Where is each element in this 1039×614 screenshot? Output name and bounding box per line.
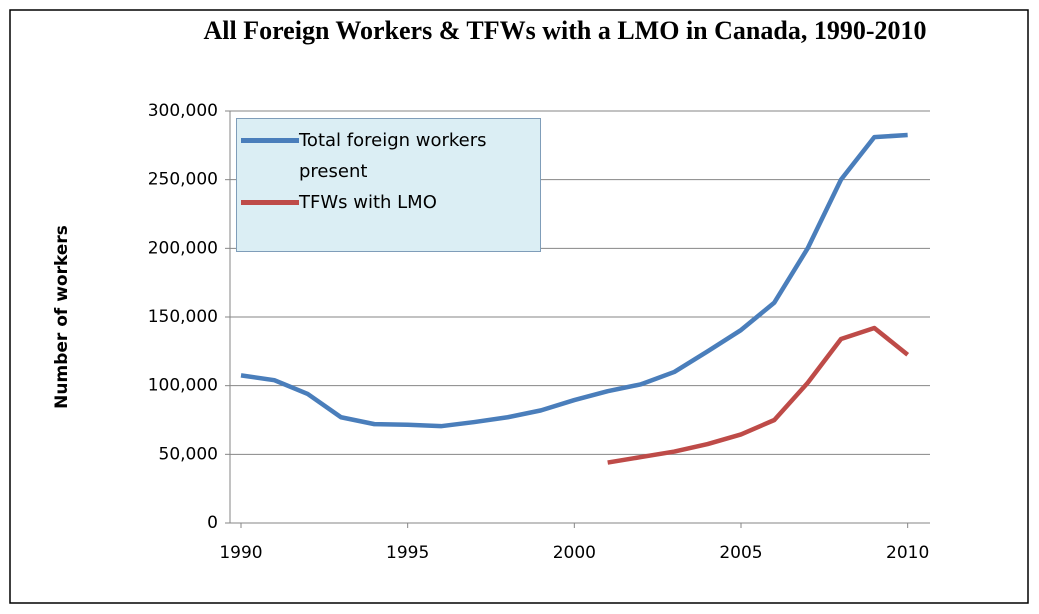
y-tick-label: 200,000 xyxy=(148,238,218,258)
series-line xyxy=(240,132,908,429)
y-tick-label: 50,000 xyxy=(159,444,218,464)
y-tick-label: 300,000 xyxy=(148,101,218,121)
legend: Total foreign workers present TFWs with L… xyxy=(236,118,541,252)
x-tick-label: 2000 xyxy=(553,543,596,563)
legend-label: TFWs with LMO xyxy=(299,192,437,213)
legend-entry: TFWs with LMO xyxy=(241,187,536,218)
chart-title: All Foreign Workers & TFWs with a LMO in… xyxy=(203,16,927,45)
y-axis-label: Number of workers xyxy=(52,225,72,409)
chart-border xyxy=(9,9,1029,604)
y-tick-label: 100,000 xyxy=(148,376,218,396)
legend-swatch xyxy=(241,200,299,205)
y-tick-label: 250,000 xyxy=(148,170,218,190)
y-tick-label: 0 xyxy=(207,513,218,533)
series-line xyxy=(607,325,910,465)
x-tick-label: 1990 xyxy=(219,543,262,563)
legend-label: Total foreign workers present xyxy=(299,130,487,182)
x-tick-label: 2005 xyxy=(719,543,762,563)
legend-entry: Total foreign workers present xyxy=(241,125,536,187)
x-tick-label: 1995 xyxy=(386,543,429,563)
legend-swatch xyxy=(241,138,299,143)
y-tick-label: 150,000 xyxy=(148,307,218,327)
x-tick-label: 2010 xyxy=(886,543,929,563)
